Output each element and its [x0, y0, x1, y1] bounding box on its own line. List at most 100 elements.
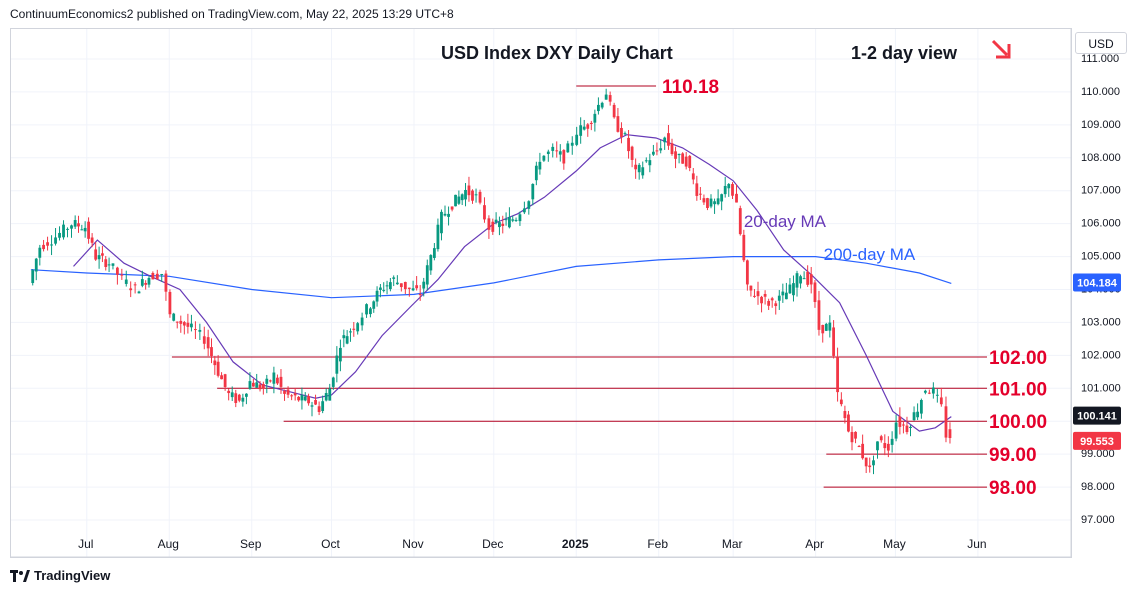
candle-body	[839, 399, 843, 405]
candle-body	[54, 237, 57, 244]
candle-body	[175, 321, 179, 323]
candle-body	[104, 259, 108, 267]
candle-body	[927, 392, 931, 394]
price-tags: 104.184 100.141 99.553	[1073, 273, 1121, 450]
candle-body	[667, 133, 670, 146]
tradingview-brand[interactable]: TradingView	[10, 568, 110, 583]
price-chart[interactable]: 110.18 102.00 101.00 100.00 99.00 98.00 USD In…	[11, 29, 1071, 557]
ma200-line	[30, 256, 952, 299]
candle-body	[784, 292, 788, 300]
candle-body	[514, 219, 518, 221]
candle-body	[450, 206, 454, 210]
candle-body	[375, 290, 379, 302]
candle-body	[511, 219, 515, 221]
level-label: 101.00	[989, 379, 1047, 400]
candle-body	[220, 375, 223, 380]
candle-body	[883, 443, 887, 449]
candle-body	[276, 377, 279, 384]
candle-body	[655, 150, 659, 152]
candle-body	[777, 295, 781, 301]
candle-body	[223, 374, 227, 388]
candle-body	[129, 288, 133, 291]
candle-body	[241, 397, 245, 402]
candle-body	[850, 432, 854, 443]
candle-body	[385, 285, 389, 287]
candle-body	[378, 287, 382, 290]
candle-body	[659, 148, 663, 151]
candle-body	[663, 137, 667, 143]
level-label: 98.00	[989, 478, 1037, 499]
candle-body	[593, 113, 597, 123]
candle-body	[46, 242, 49, 246]
candle-body	[411, 288, 415, 291]
candle-body	[464, 189, 467, 200]
candle-body	[310, 405, 314, 407]
candle-body	[670, 143, 674, 155]
candle-body	[454, 194, 457, 207]
candle-body	[688, 155, 692, 169]
candle-body	[352, 328, 356, 330]
candle-body	[474, 194, 478, 196]
candle-body	[854, 431, 857, 439]
candle-body	[763, 293, 767, 297]
candle-body	[756, 291, 760, 297]
candle-body	[644, 160, 648, 162]
candle-body	[912, 412, 916, 421]
candle-body	[457, 196, 461, 204]
candle-body	[562, 150, 566, 164]
candle-body	[575, 134, 579, 145]
candle-body	[31, 270, 35, 284]
candle-body	[155, 273, 159, 279]
ma-layer	[30, 134, 952, 432]
candle-body	[923, 390, 927, 393]
candle-body	[809, 274, 813, 285]
candle-body	[115, 267, 119, 275]
candle-body	[637, 164, 641, 173]
candle-body	[447, 213, 450, 217]
candle-body	[230, 392, 234, 398]
candle-body	[518, 214, 522, 222]
candle-body	[164, 273, 168, 292]
candle-body	[34, 258, 38, 272]
candle-body	[234, 393, 238, 403]
candle-body	[600, 102, 604, 108]
candle-body	[133, 284, 137, 286]
candle-body	[94, 249, 98, 260]
candle-body	[713, 201, 716, 205]
y-tick-label: 101.000	[1081, 382, 1121, 394]
candle-body	[487, 218, 491, 230]
candle-body	[160, 274, 164, 276]
candle-body	[407, 287, 411, 289]
candle-body	[62, 224, 65, 238]
candle-body	[66, 228, 69, 230]
candle-body	[742, 234, 746, 261]
candle-body	[872, 460, 875, 466]
candle-body	[297, 396, 301, 401]
candle-body	[147, 277, 151, 285]
candle-body	[551, 146, 555, 151]
candle-body	[317, 406, 321, 413]
chart-frame[interactable]: 110.18 102.00 101.00 100.00 99.00 98.00 USD In…	[10, 28, 1072, 558]
level-label: 110.18	[662, 77, 719, 98]
y-tick-label: 109.000	[1081, 119, 1121, 131]
candle-body	[399, 283, 403, 288]
candle-body	[890, 438, 894, 445]
candle-body	[251, 382, 255, 387]
candle-body	[620, 127, 623, 137]
candle-body	[261, 383, 265, 389]
candle-body	[843, 411, 847, 419]
candle-body	[630, 146, 634, 160]
currency-selector[interactable]: USD	[1075, 32, 1127, 54]
candle-body	[111, 263, 115, 266]
y-tick-label: 99.000	[1081, 448, 1115, 460]
candle-body	[738, 208, 742, 235]
candle-body	[42, 244, 45, 250]
y-tick-label: 100.000	[1081, 415, 1121, 427]
y-tick-label: 110.000	[1081, 86, 1120, 98]
candle-body	[227, 390, 231, 394]
arrow-shaft	[991, 39, 1009, 57]
candle-body	[290, 395, 294, 397]
label-layer: 110.18 102.00 101.00 100.00 99.00 98.00 USD In…	[441, 39, 1047, 499]
candle-body	[314, 400, 317, 405]
candle-body	[202, 336, 206, 344]
